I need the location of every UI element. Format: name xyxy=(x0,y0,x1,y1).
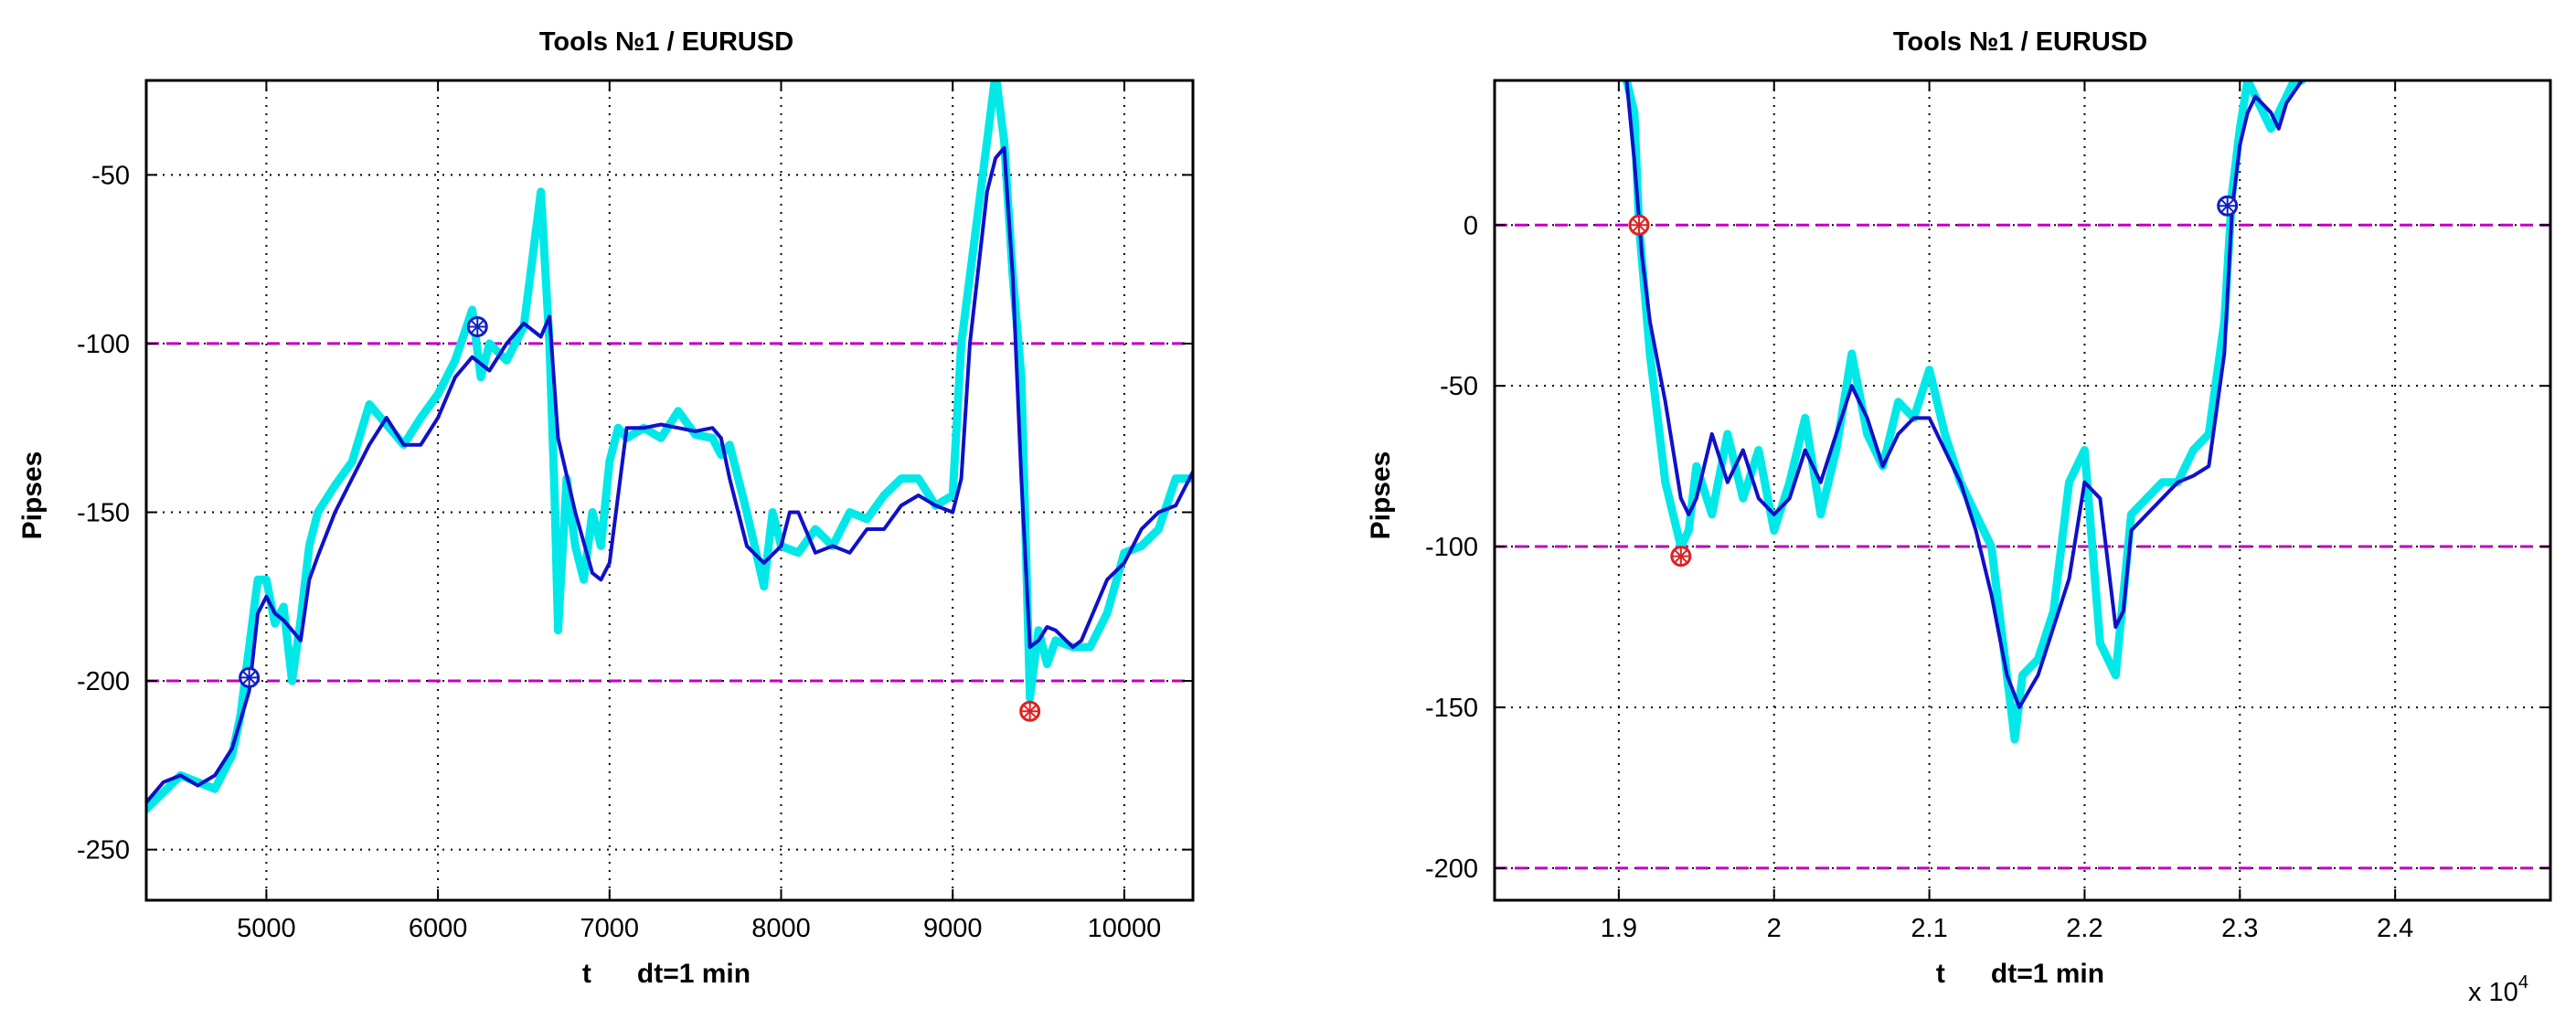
x-tick-label: 2.2 xyxy=(2066,914,2102,943)
signal-marker xyxy=(1019,700,1041,722)
x-tick-label: 8000 xyxy=(751,914,811,943)
y-axis-label: Pipses xyxy=(17,451,48,540)
y-tick-label: 0 xyxy=(1464,211,1478,240)
signal-marker xyxy=(1670,546,1692,568)
x-axis-label: t dt=1 min xyxy=(582,959,750,989)
chart-right: Tools №1 / EURUSD Pipses t dt=1 min x 10… xyxy=(1366,27,2552,1007)
marker-cross xyxy=(1022,704,1038,718)
marker-cross xyxy=(1632,218,1646,233)
x-tick-label: 2.3 xyxy=(2221,914,2258,943)
marker-cross xyxy=(241,670,257,685)
x-tick-label: 1.9 xyxy=(1601,914,1637,943)
x-tick-label: 2 xyxy=(1767,914,1782,943)
marker-cross xyxy=(2219,198,2235,213)
y-tick-label: -200 xyxy=(77,667,130,696)
y-tick-label: -150 xyxy=(77,498,130,527)
x-axis-label: t dt=1 min xyxy=(1936,959,2104,989)
axes-frame xyxy=(144,79,1195,902)
y-tick-label: -200 xyxy=(1425,855,1478,884)
y-tick-label: -100 xyxy=(77,330,130,359)
chart-left: Tools №1 / EURUSD Pipses t dt=1 min 5000… xyxy=(17,27,1195,989)
plot-area xyxy=(1495,80,2550,900)
axes-frame xyxy=(1493,79,2552,902)
series-smooth-line xyxy=(146,145,1193,804)
x-tick-label: 6000 xyxy=(409,914,468,943)
signal-marker xyxy=(2217,195,2239,217)
marker-cross xyxy=(1674,548,1688,564)
x-tick-label: 7000 xyxy=(580,914,640,943)
y-axis-label: Pipses xyxy=(1366,451,1396,540)
marker-cross xyxy=(470,319,484,334)
x-axis-multiplier: x 104 xyxy=(2468,972,2528,1007)
x-tick-label: 2.4 xyxy=(2377,914,2413,943)
x-tick-label: 5000 xyxy=(237,914,296,943)
chart-title: Tools №1 / EURUSD xyxy=(539,27,793,57)
x-tick-label: 9000 xyxy=(923,914,983,943)
x-multiplier-base: x 10 xyxy=(2468,978,2518,1007)
chart-title: Tools №1 / EURUSD xyxy=(1893,27,2147,57)
plot-area xyxy=(146,80,1193,900)
series-raw-line xyxy=(1622,80,2306,744)
signal-marker xyxy=(239,666,261,688)
signal-marker xyxy=(1628,214,1650,236)
plot-clip-group xyxy=(1495,80,2550,870)
x-tick-label: 2.1 xyxy=(1911,914,1947,943)
x-tick-label: 10000 xyxy=(1088,914,1162,943)
series-smooth-line xyxy=(1624,80,2305,709)
signal-marker xyxy=(466,315,488,337)
y-tick-label: -50 xyxy=(1440,372,1478,401)
y-tick-label: -100 xyxy=(1425,533,1478,562)
x-multiplier-exponent: 4 xyxy=(2518,972,2528,993)
y-tick-label: -250 xyxy=(77,836,130,865)
y-tick-label: -150 xyxy=(1425,694,1478,723)
y-tick-label: -50 xyxy=(91,161,130,190)
plot-clip-group xyxy=(146,80,1193,813)
